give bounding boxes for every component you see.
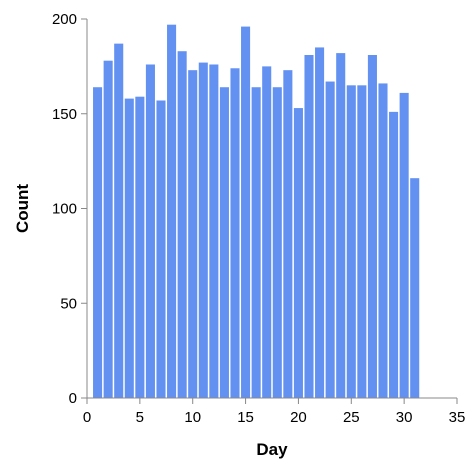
bar-day-3	[114, 43, 124, 398]
bar-day-6	[145, 64, 155, 398]
bar-day-30	[399, 92, 409, 399]
bar-day-20	[293, 108, 303, 398]
bar-day-13	[219, 87, 229, 398]
bar-day-4	[124, 98, 134, 398]
bar-day-1	[93, 87, 103, 398]
bar-day-21	[304, 55, 314, 398]
bar-day-9	[177, 51, 187, 399]
y-tick-label: 0	[69, 390, 77, 407]
bar-day-8	[167, 24, 177, 398]
bar-day-29	[389, 111, 399, 399]
bar-day-16	[251, 87, 261, 398]
bar-day-19	[283, 70, 293, 399]
bar-day-2	[103, 60, 113, 398]
x-tick-label: 15	[237, 409, 254, 426]
x-tick-label: 5	[136, 409, 144, 426]
bars-layer	[93, 24, 420, 399]
bar-day-5	[135, 96, 145, 398]
bar-day-23	[325, 81, 335, 398]
bar-day-7	[156, 100, 166, 399]
axes-layer: 0 50 100 150 200 0 5 10 15 20 25 30 35	[52, 11, 465, 426]
bar-day-28	[378, 83, 388, 399]
bar-day-15	[241, 26, 251, 399]
bar-day-11	[198, 62, 208, 398]
x-axis-title: Day	[256, 440, 288, 459]
y-tick-label: 200	[52, 11, 77, 28]
x-tick-label: 25	[343, 409, 360, 426]
bar-day-31	[410, 178, 420, 398]
bar-day-22	[315, 47, 325, 399]
x-tick-label: 20	[290, 409, 307, 426]
x-tick-label: 10	[184, 409, 201, 426]
y-tick-label: 100	[52, 201, 77, 218]
bar-day-12	[209, 64, 219, 398]
x-tick-label: 0	[83, 409, 91, 426]
y-tick-label: 150	[52, 106, 77, 123]
x-tick-label: 30	[396, 409, 413, 426]
y-axis-title: Count	[13, 184, 32, 233]
y-tick-label: 50	[60, 295, 77, 312]
bar-day-25	[346, 85, 356, 398]
x-tick-label: 35	[449, 409, 466, 426]
bar-day-18	[272, 87, 282, 398]
bar-day-24	[336, 53, 346, 399]
bar-day-14	[230, 68, 240, 399]
bar-day-26	[357, 85, 367, 398]
bar-day-17	[262, 66, 272, 399]
bar-day-10	[188, 70, 198, 399]
bar-day-27	[367, 55, 377, 398]
